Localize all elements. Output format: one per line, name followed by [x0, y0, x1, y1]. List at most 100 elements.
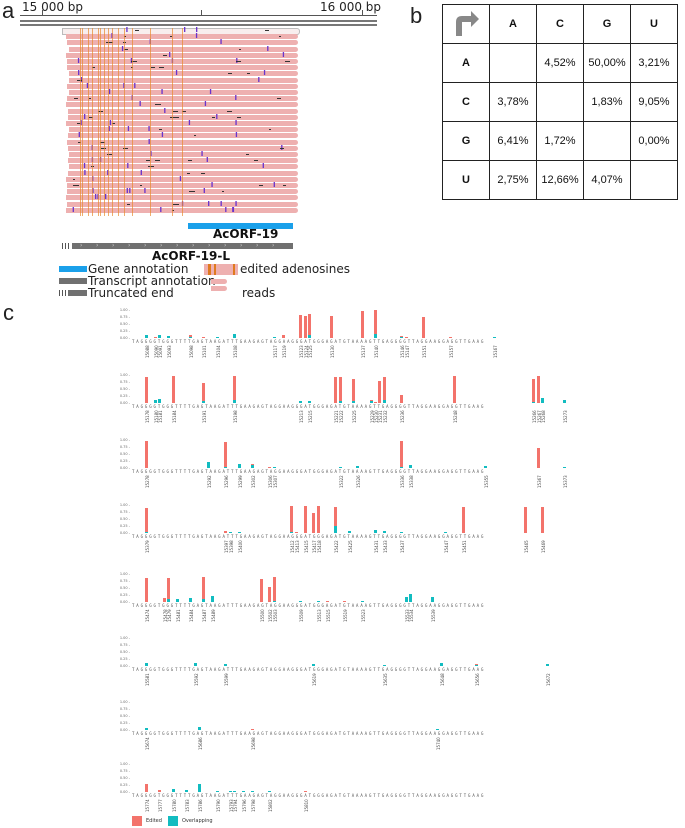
overlapping-bar: [202, 598, 206, 602]
legend-edited-swatch: [132, 816, 142, 826]
overlapping-bar: [189, 336, 193, 338]
insertion-marker: I: [78, 132, 81, 139]
position-label: 15215: [308, 410, 313, 423]
edited-bar: [281, 335, 285, 338]
sequence-strip: TAGGGGTGGGTTTTGAGTAAGATTTGAAGAGTAGGAAGGG…: [132, 667, 486, 672]
deletion-marker: [187, 160, 192, 162]
y-tick-label: 0.00 -: [119, 401, 130, 405]
edited-bar: [303, 315, 307, 338]
position-label: 15774: [145, 799, 151, 812]
plot-area: [132, 375, 572, 403]
edited-bar: [224, 442, 228, 468]
insertion-marker: I: [108, 88, 111, 96]
deletion-marker: [123, 36, 127, 38]
read: [68, 133, 298, 139]
gene-annotation-bar: [188, 223, 293, 229]
plot-area: [132, 638, 572, 666]
deletion-marker: [169, 36, 173, 38]
y-tick-label: 1.00 -: [119, 636, 130, 640]
insertion-marker: I: [209, 88, 212, 96]
position-label: 15469: [541, 540, 547, 553]
deletion-marker: [173, 203, 179, 205]
edited-adenosine-line: [172, 28, 173, 216]
sequence-strip: TAGGGGTGGGTTTTGAGTAAGATTTGAAGAGTAGGAAGGG…: [132, 469, 486, 474]
read: [69, 164, 298, 170]
matrix-cell: [583, 121, 631, 161]
overlapping-bar: [382, 664, 386, 666]
insertion-marker: I: [163, 106, 167, 115]
position-label: 15336: [400, 475, 406, 488]
edited-adenosine-line: [124, 28, 125, 216]
edited-adenosine-line: [88, 28, 89, 216]
y-tick-label: 0.25 -: [119, 459, 130, 463]
edited-bar: [536, 376, 540, 403]
edited-bar: [145, 440, 149, 468]
edited-bar: [462, 506, 465, 533]
deletion-marker: [285, 61, 291, 62]
overlapping-bar: [193, 662, 197, 666]
edited-adenosine-line: [98, 28, 99, 216]
position-label: 15322: [338, 475, 344, 488]
insertion-marker: I: [86, 82, 89, 90]
position-label: 15091: [158, 345, 164, 358]
position-label: 15398: [228, 540, 234, 553]
edited-adenosine-line: [182, 28, 183, 216]
deletion-marker: [105, 42, 110, 44]
position-label: 15088: [145, 345, 151, 358]
position-label: 15686: [198, 737, 203, 750]
position-label: 15451: [462, 540, 467, 553]
position-label: 15780: [171, 799, 177, 812]
matrix-row-header: C: [442, 82, 490, 122]
overlapping-bar: [233, 790, 237, 792]
turn-right-arrow-icon: [456, 10, 479, 36]
matrix-cell: 50,00%: [583, 43, 631, 83]
edited-bar: [360, 311, 364, 338]
y-tick-label: 1.00 -: [119, 373, 130, 377]
edited-bar: [453, 376, 457, 403]
overlapping-bar: [316, 600, 320, 602]
overlapping-bar: [431, 596, 435, 602]
edited-bar: [532, 379, 536, 403]
overlapping-bar: [198, 726, 201, 730]
overlapping-bar: [312, 664, 316, 666]
edited-bar: [382, 377, 386, 403]
deletion-marker: [91, 67, 96, 69]
edited-bar: [523, 507, 527, 533]
position-label: 15373: [563, 475, 569, 488]
matrix-cell: [489, 43, 537, 83]
matrix-row-header: G: [442, 121, 490, 161]
y-tick-label: 0.50 -: [119, 776, 130, 780]
edited-bar: [400, 335, 404, 338]
y-tick-label: 0.50 -: [119, 650, 130, 654]
y-tick-label: 0.75 -: [119, 643, 130, 647]
position-label: 15119: [281, 345, 287, 358]
matrix-col-header: U: [630, 4, 678, 44]
deletion-marker: [145, 160, 151, 162]
edited-bar: [378, 380, 382, 403]
panel-label-c: c: [3, 300, 14, 325]
insertion-marker: I: [77, 57, 80, 65]
overlapping-bar: [400, 466, 404, 468]
edited-bar: [167, 578, 171, 602]
strand-chevron-icon: ›: [240, 242, 243, 249]
position-label: 15740: [435, 737, 441, 750]
insertion-marker: I: [183, 26, 186, 34]
matrix-cell: 9,05%: [630, 82, 678, 122]
overlapping-bar: [202, 401, 206, 403]
edited-bar: [202, 383, 206, 403]
strand-chevron-icon: ›: [224, 242, 227, 249]
position-label: 15503: [272, 609, 278, 622]
overlapping-bar: [360, 600, 364, 602]
overlapping-bar: [338, 466, 342, 468]
legend-transcript-swatch: [59, 278, 87, 284]
edited-bar: [145, 783, 149, 792]
edited-adenosine-line: [92, 28, 93, 216]
position-label: 15796: [242, 799, 247, 812]
deletion-marker: [112, 123, 116, 124]
deletion-marker: [173, 203, 176, 205]
deletion-marker: [186, 172, 190, 174]
position-label: 15147: [404, 345, 410, 358]
edited-bar: [145, 508, 149, 533]
y-tick-label: 0.50 -: [119, 387, 130, 391]
position-label: 15519: [343, 609, 349, 622]
